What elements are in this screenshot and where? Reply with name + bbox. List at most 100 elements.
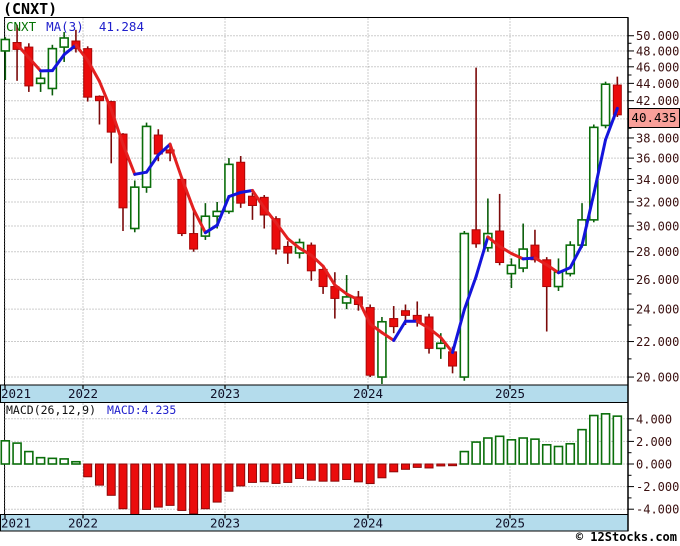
macd-bar [577,428,587,465]
candle-body [471,229,481,245]
macd-bar [200,463,210,510]
ma-line-segment [451,308,466,354]
price-tick-label: 48.000 [636,44,679,58]
candle-body [600,83,611,127]
macd-bar [189,463,199,515]
candle-body [283,245,293,254]
candle-body [247,195,257,206]
ma-line-segment [27,56,43,73]
macd-bar [94,463,104,486]
macd-bar [565,442,576,465]
macd-tick-label: -2.000 [636,480,679,494]
ma-line-segment [321,264,337,287]
candle-body [118,133,128,209]
ma-line-segment [545,263,560,275]
candle-body [553,271,564,288]
candle-body [24,46,34,87]
macd-bar [518,437,528,465]
main-panel-frame [4,17,629,386]
ma-line-segment [368,322,384,335]
macd-bar [283,463,293,483]
price-tick-label: 32.000 [636,195,679,209]
ma-line-segment [239,189,254,194]
ma-line-segment [156,142,172,157]
ma-value: 41.284 [98,19,144,34]
ma-line-segment [556,266,572,275]
ma-line-segment [568,243,584,270]
macd-bar [71,460,81,465]
macd-bar [377,463,387,479]
candle-body [224,163,234,213]
macd-bar [118,463,128,510]
price-tick-label: 24.000 [636,303,679,317]
macd-bar [35,456,46,465]
price-tick-label: 22.000 [636,335,679,349]
macd-bar [494,435,505,465]
candle-body [506,264,517,275]
copyright-label: © 12Stocks.com [575,530,677,544]
ma-line-segment [439,336,455,354]
candle-body [35,77,46,85]
ma-line-segment [309,253,325,268]
price-tick-label: 28.000 [636,245,679,259]
macd-bar [389,463,399,473]
macd-bar [236,463,246,487]
ma-line-segment [462,274,478,312]
candle-body [389,318,399,328]
price-tick-label: 42.000 [636,94,679,108]
ma-line-segment [427,326,443,340]
macd-bar [541,443,552,465]
macd-bar [47,457,58,465]
ma-line-segment [15,42,31,60]
ma-line-segment [415,319,431,330]
macd-bar [588,414,599,465]
macd-bar [506,439,517,465]
price-tick-label: 30.000 [636,220,679,234]
page-title: (CNXT) [3,0,58,18]
macd-bar [295,463,305,479]
macd-bar [330,463,340,482]
macd-bar [436,463,446,467]
price-tick-label: 38.000 [636,131,679,145]
ma-line-segment [333,283,349,296]
macd-bar [142,463,152,510]
macd-bar [12,442,22,465]
macd-tick-label: 0.000 [636,458,672,472]
macd-bar [400,463,410,470]
ma-line-segment [109,108,125,146]
macd-bar [448,463,458,467]
ma-line-segment [604,106,619,142]
ma-line-segment [592,138,608,196]
price-legend: CNXT MA(3) 41.284 [6,19,144,34]
year-label: 2025 [495,516,525,531]
candle-body [424,316,434,349]
macd-legend: MACD(26,12,9) MACD:4.235 [6,403,176,417]
ma-line-segment [50,53,66,73]
year-label: 2024 [353,386,383,401]
ma-line-segment [168,142,184,180]
macd-bar [0,440,11,465]
ma-line-segment [345,292,360,302]
ma-line-segment [286,237,302,250]
candle-body [59,37,69,48]
macd-bar [342,463,352,480]
ma-legend: MA(3) 41.284 [46,19,144,34]
ma-line-segment [192,207,207,235]
macd-bar [365,463,375,485]
macd-bar [165,463,175,506]
candle-body [377,320,387,378]
ma-line-segment [121,142,137,176]
ma-line-segment [498,244,513,255]
macd-value-label: MACD:4.235 [107,403,177,417]
ma-line-segment [97,79,113,112]
candle-body [542,259,552,288]
ma-line-segment [356,298,372,326]
ma-line-segment [392,319,407,342]
candle-body [236,161,246,204]
macd-bar [353,463,363,483]
macd-bar [177,463,187,511]
candle-body [435,342,446,350]
macd-bar [412,463,422,468]
